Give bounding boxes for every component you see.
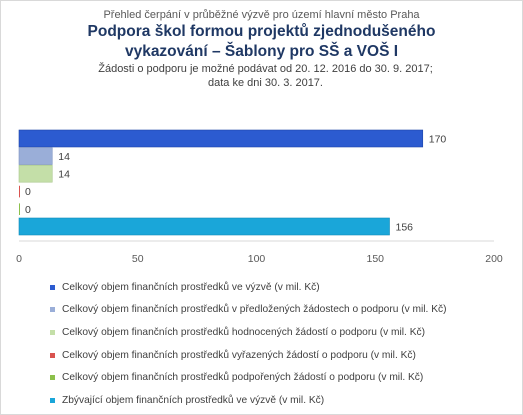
- legend-label-4: Celkový objem finančních prostředků vyřa…: [62, 349, 416, 361]
- chart-subtitle: Žádosti o podporu je možné podávat od 20…: [0, 62, 523, 90]
- legend-item-5: Celkový objem finančních prostředků podp…: [50, 366, 446, 389]
- chart-title-line-1: Podpora škol formou projektů zjednodušen…: [87, 23, 436, 40]
- x-tick-label-2: 50: [132, 253, 144, 265]
- bar-6: [18, 217, 390, 236]
- legend-item-1: Celkový objem finančních prostředků ve v…: [50, 276, 446, 299]
- legend-swatch-1: [50, 284, 55, 290]
- legend-swatch-3: [50, 329, 55, 335]
- chart-title: Podpora škol formou projektů zjednodušen…: [0, 22, 523, 62]
- legend-item-6: Zbývající objem finančních prostředků ve…: [50, 389, 446, 412]
- legend-swatch-4: [50, 352, 55, 358]
- bar-2: [18, 147, 53, 165]
- legend-item-4: Celkový objem finančních prostředků vyřa…: [50, 344, 446, 367]
- data-label-6: 156: [396, 221, 414, 233]
- legend-item-3: Celkový objem finančních prostředků hodn…: [50, 321, 446, 344]
- x-tick-label-5: 200: [485, 253, 503, 265]
- legend-swatch-5: [50, 375, 55, 381]
- x-tick-label-3: 100: [248, 253, 266, 265]
- legend-label-3: Celkový objem finančních prostředků hodn…: [62, 326, 425, 338]
- chart-subtitle-line-1: Žádosti o podporu je možné podávat od 20…: [98, 63, 433, 75]
- x-tick-label-4: 150: [366, 253, 384, 265]
- bar-3: [18, 164, 53, 183]
- chart-title-line-2: vykazování – Šablony pro SŠ a VOŠ I: [124, 43, 399, 60]
- chart-subtitle-line-2: data ke dni 30. 3. 2017.: [208, 77, 323, 89]
- bar-1: [18, 129, 424, 148]
- data-label-1: 170: [429, 133, 447, 145]
- chart-header: Přehled čerpání v průběžné výzvě pro úze…: [0, 8, 523, 90]
- legend-label-5: Celkový objem finančních prostředků podp…: [62, 372, 424, 384]
- legend-item-2: Celkový objem finančních prostředků v př…: [50, 299, 446, 322]
- chart-legend: Celkový objem finančních prostředků ve v…: [50, 276, 446, 412]
- x-tick-label-1: 0: [16, 253, 22, 265]
- legend-swatch-6: [50, 397, 55, 403]
- legend-label-2: Celkový objem finančních prostředků v př…: [62, 304, 447, 316]
- legend-label-1: Celkový objem finančních prostředků ve v…: [62, 281, 320, 293]
- data-label-2: 14: [58, 151, 70, 163]
- data-label-5: 0: [25, 204, 31, 216]
- chart-pretitle: Přehled čerpání v průběžné výzvě pro úze…: [103, 9, 420, 21]
- data-label-4: 0: [25, 186, 31, 198]
- data-label-3: 14: [58, 169, 70, 181]
- legend-swatch-2: [50, 307, 55, 313]
- legend-label-6: Zbývající objem finančních prostředků ve…: [62, 394, 325, 406]
